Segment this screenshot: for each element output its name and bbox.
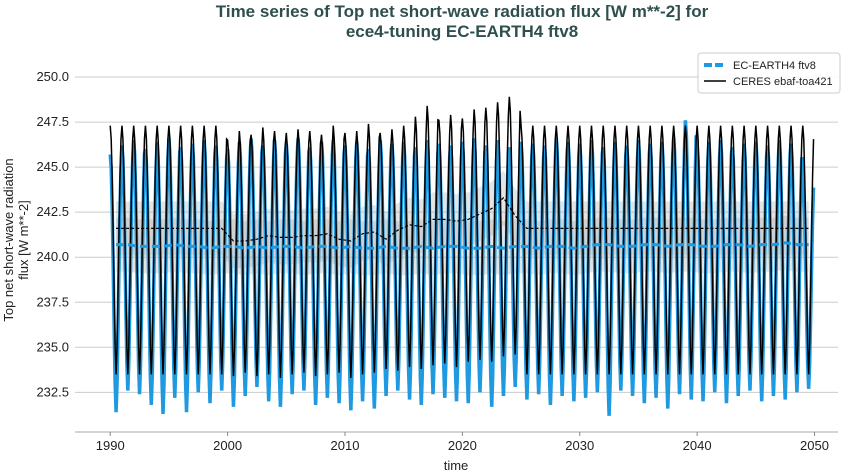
y-tick-label: 250.0 <box>36 69 69 84</box>
y-tick-label: 232.5 <box>36 384 69 399</box>
legend-box <box>697 52 841 94</box>
running-mean-model <box>116 241 809 250</box>
legend-label-model: EC-EARTH4 ftv8 <box>733 60 816 72</box>
y-tick-label: 235.0 <box>36 339 69 354</box>
x-tick-label: 2020 <box>448 438 477 453</box>
x-tick-label: 2050 <box>800 438 829 453</box>
x-tick-label: 2000 <box>213 438 242 453</box>
legend: EC-EARTH4 ftv8 CERES ebaf-toa421 <box>697 52 841 94</box>
series-line-ceres <box>109 96 815 378</box>
y-axis-label-line1: Top net short-wave radiation <box>1 158 16 321</box>
x-tick-label: 2010 <box>331 438 360 453</box>
y-tick-label: 247.5 <box>36 114 69 129</box>
chart-title-line1: Time series of Top net short-wave radiat… <box>216 2 709 21</box>
y-tick-label: 245.0 <box>36 159 69 174</box>
running-mean-ceres <box>116 196 809 242</box>
legend-label-ceres: CERES ebaf-toa421 <box>733 76 833 88</box>
x-tick-label: 2030 <box>565 438 594 453</box>
y-tick-label: 240.0 <box>36 249 69 264</box>
y-tick-label: 237.5 <box>36 294 69 309</box>
x-axis-label: time <box>444 458 469 473</box>
x-tick-label: 2040 <box>683 438 712 453</box>
y-axis-label-line2: flux [W m**-2] <box>16 200 31 279</box>
x-tick-label: 1990 <box>96 438 125 453</box>
y-tick-label: 242.5 <box>36 204 69 219</box>
chart-title-line2: ece4-tuning EC-EARTH4 ftv8 <box>346 22 578 41</box>
